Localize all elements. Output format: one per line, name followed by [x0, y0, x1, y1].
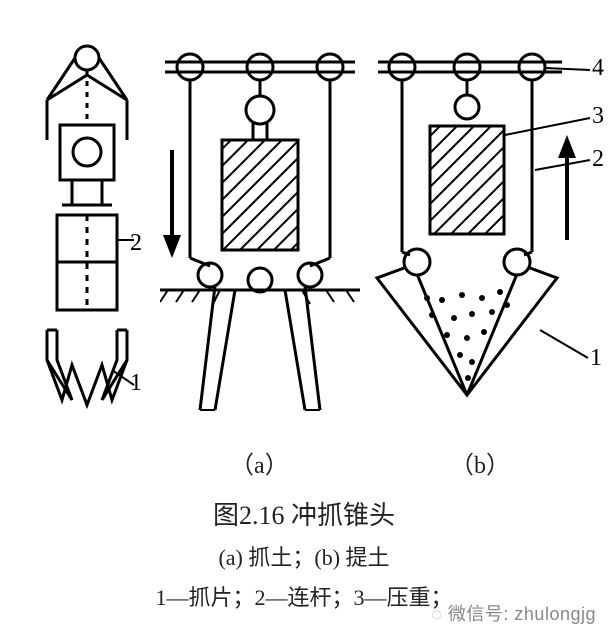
figure-title: 图2.16 冲抓锥头 [0, 495, 608, 532]
watermark: ◌ 微信号: zhulongjg [431, 600, 596, 626]
callout-right-1: 1 [590, 345, 602, 372]
right-leaders [0, 0, 608, 460]
watermark-text: 微信号: zhulongjg [448, 604, 596, 624]
panel-b-label: （b） [450, 445, 510, 480]
wechat-icon: ◌ [431, 604, 442, 624]
figure-page: 1 2 [0, 0, 608, 642]
callout-right-3: 3 [592, 103, 604, 130]
callout-right-4: 4 [592, 55, 604, 82]
figure-subcaption: (a) 抓土；(b) 提土 [0, 540, 608, 572]
panel-a-label: （a） [230, 445, 289, 480]
callout-right-2: 2 [592, 146, 604, 173]
